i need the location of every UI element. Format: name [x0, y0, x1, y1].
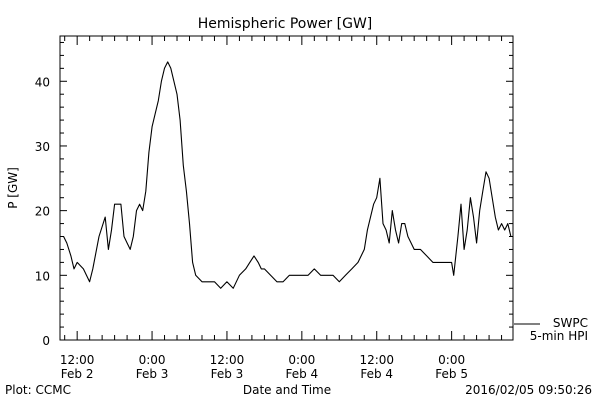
plot-area — [59, 35, 514, 341]
x-tick-label-time: 12:00 — [210, 353, 245, 367]
plot-timestamp: 2016/02/05 09:50:26 — [465, 383, 592, 397]
x-tick-label-date: Feb 2 — [61, 367, 94, 381]
x-tick-label-time: 0:00 — [288, 353, 315, 367]
legend-label-line2: 5-min HPI — [530, 329, 588, 343]
series-line-hpi — [60, 61, 512, 289]
y-axis-label: P [GW] — [6, 167, 20, 209]
y-tick-label: 30 — [35, 140, 50, 154]
x-axis-label: Date and Time — [243, 383, 331, 397]
plot-frame — [59, 35, 514, 341]
y-tick-label: 40 — [35, 75, 50, 89]
x-tick-label-time: 0:00 — [139, 353, 166, 367]
x-tick-label-date: Feb 3 — [211, 367, 244, 381]
plot-source: Plot: CCMC — [5, 383, 71, 397]
x-tick-label-date: Feb 4 — [285, 367, 318, 381]
y-tick-label: 20 — [35, 205, 50, 219]
x-tick-label-time: 12:00 — [60, 353, 95, 367]
chart-title: Hemispheric Power [GW] — [198, 16, 373, 32]
y-tick-label: 10 — [35, 269, 50, 283]
legend: SWPC 5-min HPI — [514, 316, 588, 343]
x-tick-label-time: 12:00 — [359, 353, 394, 367]
x-tick-label-date: Feb 4 — [360, 367, 393, 381]
y-axis-ticks: 0 10 20 30 40 — [35, 41, 513, 348]
x-tick-label-date: Feb 3 — [136, 367, 169, 381]
x-tick-label-date: Feb 5 — [435, 367, 468, 381]
y-tick-label: 0 — [42, 334, 50, 348]
x-tick-label-time: 0:00 — [438, 353, 465, 367]
legend-label-line1: SWPC — [553, 316, 588, 330]
